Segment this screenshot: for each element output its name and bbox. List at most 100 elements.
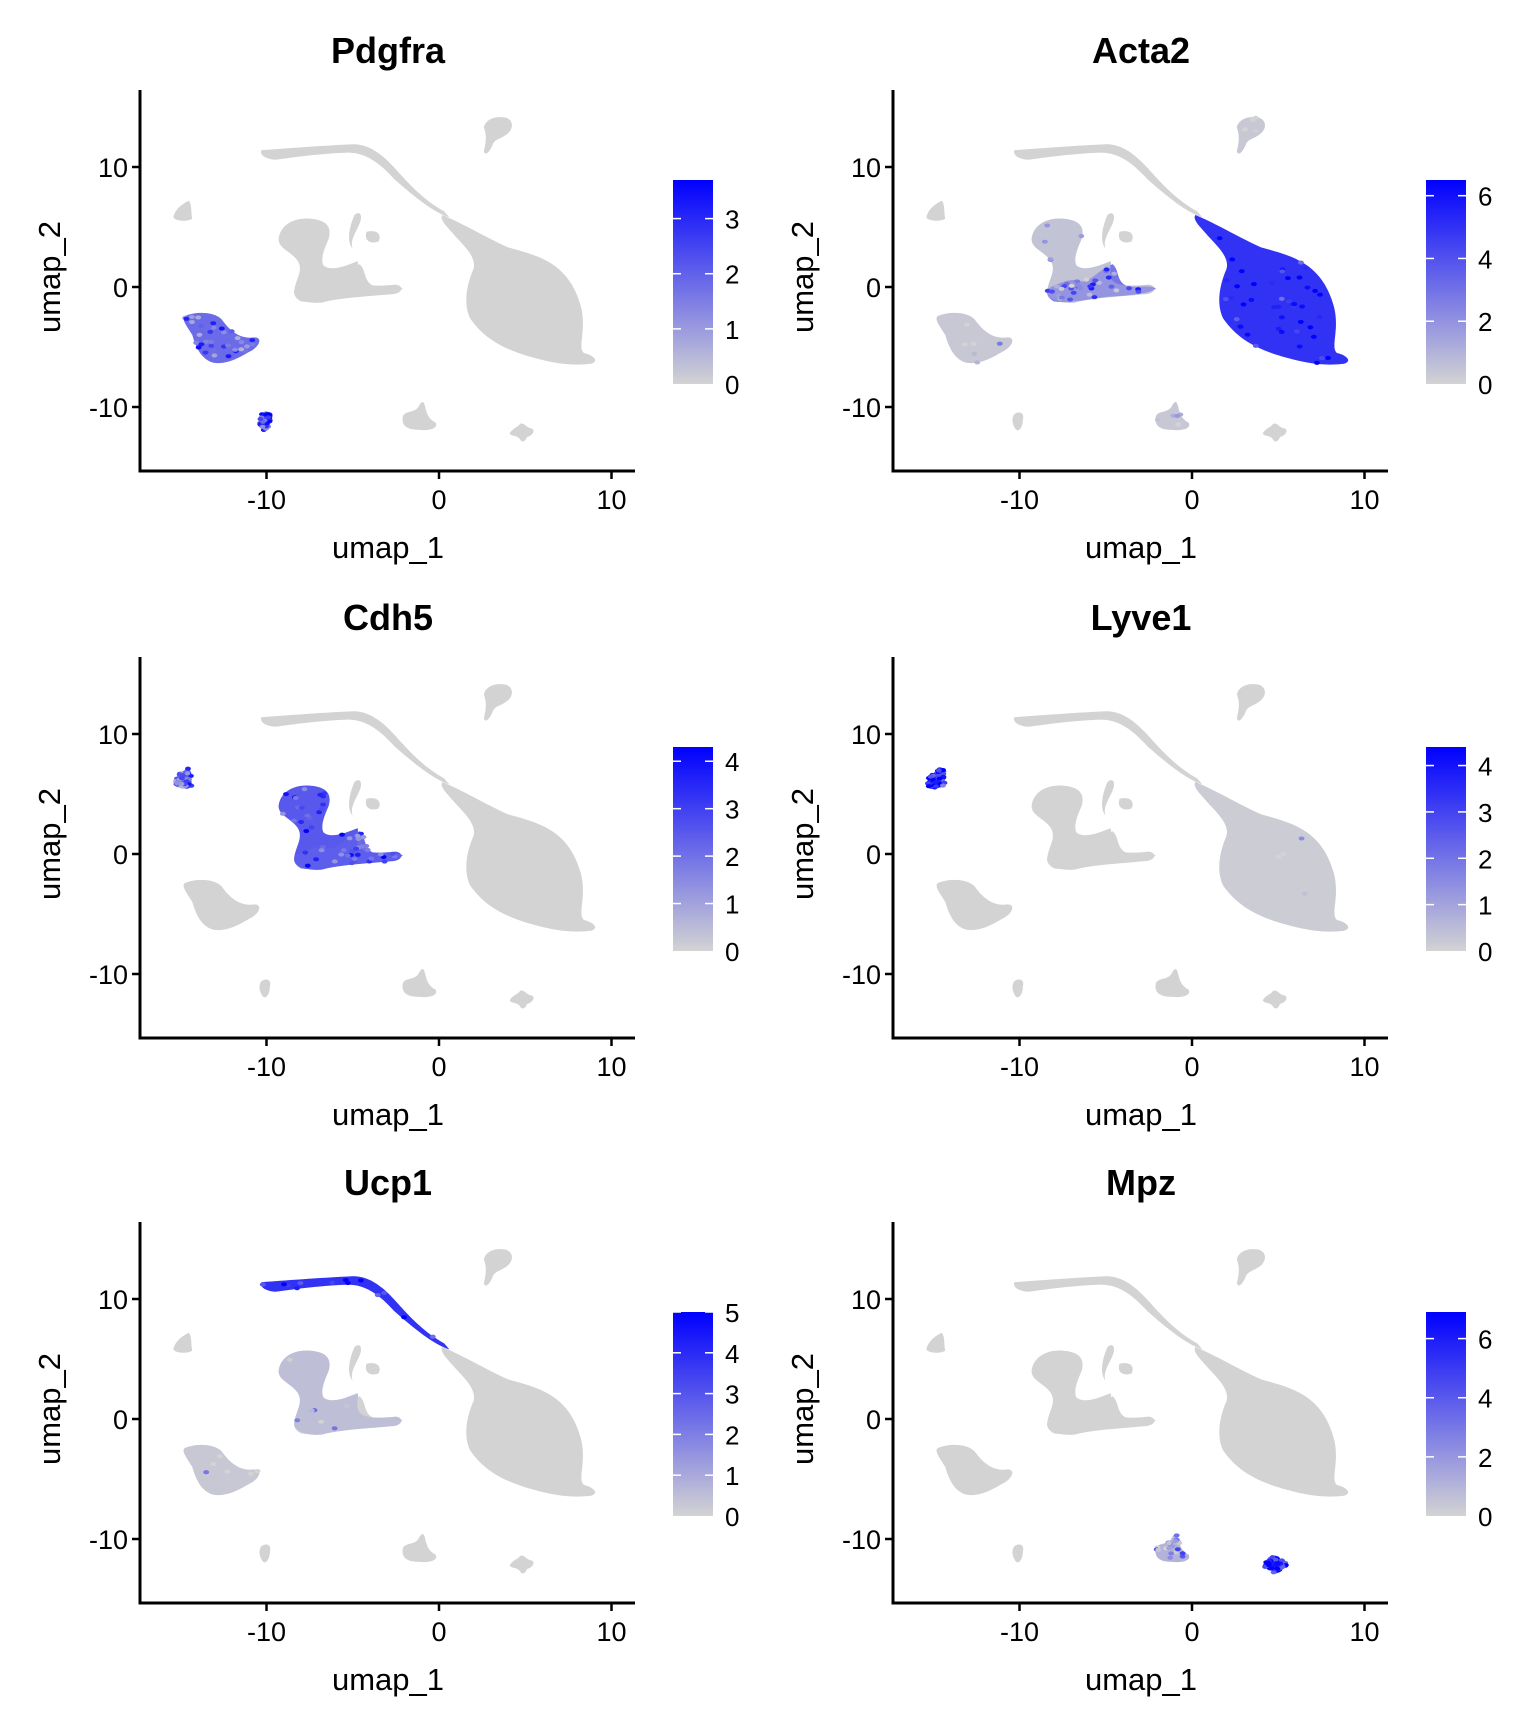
x-axis-label: umap_1 — [1085, 1097, 1197, 1132]
umap-point — [927, 774, 934, 779]
expression-middle_cluster — [278, 1350, 402, 1435]
umap-point — [1216, 236, 1223, 241]
colorbar-tick-label: 3 — [725, 1380, 739, 1410]
umap-point — [174, 781, 181, 786]
umap-point — [1174, 413, 1181, 419]
umap-point — [1310, 334, 1317, 339]
umap-point — [935, 773, 942, 778]
umap-point — [1298, 836, 1305, 841]
umap-point — [1249, 117, 1256, 122]
umap-point — [217, 1454, 223, 1459]
cluster-top_strand — [1013, 711, 1203, 785]
umap-point — [178, 776, 185, 781]
umap-point — [1278, 296, 1285, 301]
umap-point — [210, 1461, 217, 1467]
cluster-bottom_right_small — [509, 423, 534, 442]
cluster-left_blob — [936, 879, 1013, 931]
umap-point — [202, 350, 209, 355]
umap-point — [208, 339, 215, 344]
colorbar-tick-label: 1 — [725, 1461, 739, 1491]
y-tick-label: 10 — [851, 720, 881, 750]
colorbar-tick-label: 1 — [725, 890, 739, 920]
x-tick-label: -10 — [247, 1052, 286, 1082]
umap-point — [354, 852, 361, 857]
umap-point — [377, 852, 384, 857]
expression-middle_cluster — [278, 785, 402, 870]
x-tick-label: -10 — [1000, 1617, 1039, 1647]
umap-point — [1092, 278, 1099, 283]
umap-point — [1278, 1558, 1285, 1563]
umap-point — [331, 1426, 338, 1431]
cluster-bottom_left_small — [1012, 1544, 1024, 1563]
colorbar-tick-label: 0 — [725, 937, 739, 967]
umap-point — [1238, 269, 1245, 274]
umap-point — [1074, 283, 1081, 288]
umap-point — [1179, 1554, 1186, 1559]
colorbar-tick-label: 4 — [1478, 752, 1492, 782]
cluster-bottom_right_small — [509, 990, 534, 1009]
umap-point — [1087, 284, 1094, 289]
umap-point — [1041, 239, 1048, 244]
colorbar-tick-label: 0 — [1478, 370, 1492, 400]
x-tick-label: 0 — [1184, 1617, 1199, 1647]
umap-point — [238, 340, 245, 345]
y-axis-label: umap_2 — [32, 1353, 67, 1465]
umap-point — [389, 851, 396, 856]
umap-point — [357, 1278, 364, 1283]
umap-point — [1103, 267, 1110, 272]
cluster-middle_lower — [1047, 831, 1156, 870]
umap-point — [1299, 304, 1306, 309]
umap-point — [1108, 284, 1115, 289]
umap-point — [257, 417, 264, 422]
x-tick-label: 0 — [431, 1052, 446, 1082]
y-tick-label: 0 — [866, 273, 881, 303]
colorbar — [673, 1312, 713, 1516]
umap-point — [936, 776, 943, 781]
umap-point — [218, 326, 225, 331]
umap-point — [1166, 1546, 1173, 1551]
y-tick-label: -10 — [842, 393, 881, 423]
colorbar-tick-label: 4 — [725, 1339, 739, 1369]
umap-point — [298, 805, 305, 810]
umap-point — [1275, 326, 1282, 331]
cluster-middle_cluster — [1031, 1350, 1155, 1435]
umap-points — [924, 684, 1349, 1009]
umap-point — [1274, 1566, 1281, 1571]
umap-point — [935, 768, 942, 773]
umap-point — [429, 1334, 436, 1339]
umap-point — [1058, 295, 1065, 300]
colorbar-tick-label: 2 — [725, 842, 739, 872]
y-axis-label: umap_2 — [785, 221, 820, 333]
umap-point — [925, 784, 932, 789]
umap-point — [1096, 280, 1103, 285]
colorbar — [673, 180, 713, 384]
umap-point — [1274, 1562, 1281, 1567]
cluster-top_right_small — [483, 684, 512, 721]
umap-point — [195, 345, 202, 350]
umap-point — [1067, 297, 1074, 302]
colorbar-tick-label: 2 — [1478, 844, 1492, 874]
cluster-bottom_right_small — [509, 1555, 534, 1574]
umap-point — [1252, 343, 1259, 348]
umap-point — [318, 807, 325, 812]
panel-lyve1: Lyve1 -10 0 10 -10 0 10 umap_1 umap_2 0 1 2 3 4 — [785, 597, 1492, 1132]
colorbar-legend: 0 1 2 3 4 — [673, 747, 739, 967]
umap-point — [1304, 285, 1311, 290]
cluster-bottom_mid — [402, 969, 437, 998]
y-axis-label: umap_2 — [32, 788, 67, 900]
colorbar-tick-label: 6 — [1478, 1325, 1492, 1355]
umap-point — [940, 771, 947, 777]
cluster-bottom_right_small — [1262, 990, 1287, 1009]
umap-point — [318, 1419, 325, 1424]
umap-point — [196, 332, 203, 337]
umap-point — [287, 1357, 293, 1362]
umap-point — [176, 772, 183, 777]
umap-point — [1049, 289, 1055, 294]
panel-ucp1: Ucp1 -10 0 10 -10 0 10 umap_1 umap_2 0 1 2 3 4 5 — [32, 1162, 739, 1697]
y-tick-label: 0 — [866, 840, 881, 870]
x-tick-label: -10 — [1000, 1052, 1039, 1082]
umap-point — [1296, 275, 1303, 280]
umap-point — [265, 415, 272, 420]
umap-points — [173, 1249, 596, 1574]
panel-title: Lyve1 — [1091, 597, 1192, 638]
